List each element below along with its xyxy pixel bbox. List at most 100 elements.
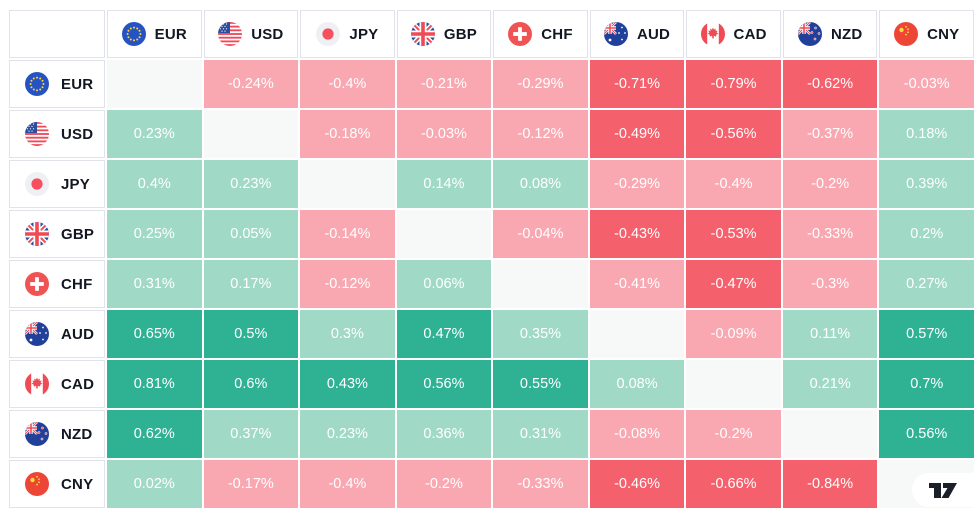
cell-value: 0.43% [326, 376, 368, 392]
cell-CAD-NZD[interactable]: 0.21% [782, 360, 878, 408]
cell-NZD-CHF[interactable]: 0.31% [493, 410, 588, 458]
row-header-GBP[interactable]: GBP [9, 210, 105, 258]
cell-CNY-CHF[interactable]: -0.33% [493, 460, 588, 508]
column-header-AUD[interactable]: AUD [589, 10, 685, 58]
row-header-NZD[interactable]: NZD [9, 410, 105, 458]
row-header-EUR[interactable]: EUR [9, 60, 105, 108]
row-header-USD[interactable]: USD [9, 110, 105, 158]
cell-AUD-GBP[interactable]: 0.47% [396, 310, 492, 358]
cell-USD-NZD[interactable]: -0.37% [782, 110, 878, 158]
cell-EUR-JPY[interactable]: -0.4% [300, 60, 395, 108]
cell-AUD-CNY[interactable]: 0.57% [879, 310, 974, 358]
cell-NZD-EUR[interactable]: 0.62% [107, 410, 202, 458]
row-header-AUD[interactable]: AUD [9, 310, 105, 358]
tradingview-logo[interactable] [912, 473, 974, 507]
cell-GBP-USD[interactable]: 0.05% [203, 210, 299, 258]
cell-GBP-CAD[interactable]: -0.53% [686, 210, 781, 258]
cell-CNY-AUD[interactable]: -0.46% [589, 460, 685, 508]
cell-value: 0.35% [519, 326, 562, 342]
column-header-EUR[interactable]: EUR [107, 10, 202, 58]
cell-GBP-AUD[interactable]: -0.43% [589, 210, 685, 258]
row-header-CAD[interactable]: CAD [9, 360, 105, 408]
cell-AUD-EUR[interactable]: 0.65% [107, 310, 202, 358]
cell-value: 0.7% [910, 376, 944, 392]
cell-CHF-CAD[interactable]: -0.47% [686, 260, 781, 308]
column-header-GBP[interactable]: GBP [396, 10, 492, 58]
cell-JPY-EUR[interactable]: 0.4% [107, 160, 202, 208]
column-header-NZD[interactable]: NZD [782, 10, 878, 58]
cell-CAD-EUR[interactable]: 0.81% [107, 360, 202, 408]
cell-EUR-CHF[interactable]: -0.29% [493, 60, 588, 108]
row-header-CHF[interactable]: CHF [9, 260, 105, 308]
cell-NZD-CAD[interactable]: -0.2% [686, 410, 781, 458]
column-header-JPY[interactable]: JPY [300, 10, 395, 58]
cell-GBP-CHF[interactable]: -0.04% [493, 210, 588, 258]
cell-GBP-CNY[interactable]: 0.2% [879, 210, 974, 258]
cell-EUR-CAD[interactable]: -0.79% [686, 60, 781, 108]
cell-JPY-NZD[interactable]: -0.2% [782, 160, 878, 208]
cell-AUD-JPY[interactable]: 0.3% [300, 310, 395, 358]
cell-JPY-CHF[interactable]: 0.08% [493, 160, 588, 208]
cell-value: 0.11% [810, 326, 851, 342]
column-header-CAD[interactable]: CAD [686, 10, 781, 58]
cell-NZD-JPY[interactable]: 0.23% [300, 410, 395, 458]
cell-GBP-EUR[interactable]: 0.25% [107, 210, 202, 258]
cell-CAD-JPY[interactable]: 0.43% [300, 360, 395, 408]
cell-CNY-CAD[interactable]: -0.66% [686, 460, 781, 508]
cell-CNY-USD[interactable]: -0.17% [203, 460, 299, 508]
cell-AUD-USD[interactable]: 0.5% [203, 310, 299, 358]
cell-JPY-CAD[interactable]: -0.4% [686, 160, 781, 208]
row-header-JPY[interactable]: JPY [9, 160, 105, 208]
cell-EUR-NZD[interactable]: -0.62% [782, 60, 878, 108]
cell-JPY-USD[interactable]: 0.23% [203, 160, 299, 208]
cell-NZD-AUD[interactable]: -0.08% [589, 410, 685, 458]
cell-USD-CAD[interactable]: -0.56% [686, 110, 781, 158]
cell-CAD-CNY[interactable]: 0.7% [879, 360, 974, 408]
cell-value: -0.2% [714, 426, 753, 442]
cell-value: 0.2% [910, 226, 944, 242]
cell-CHF-USD[interactable]: 0.17% [203, 260, 299, 308]
cell-USD-CHF[interactable]: -0.12% [493, 110, 588, 158]
cell-CHF-GBP[interactable]: 0.06% [396, 260, 492, 308]
cell-CNY-NZD[interactable]: -0.84% [782, 460, 878, 508]
cell-CHF-NZD[interactable]: -0.3% [782, 260, 878, 308]
column-header-CHF[interactable]: CHF [493, 10, 588, 58]
cell-USD-JPY[interactable]: -0.18% [300, 110, 395, 158]
cell-GBP-JPY[interactable]: -0.14% [300, 210, 395, 258]
cell-JPY-CNY[interactable]: 0.39% [879, 160, 974, 208]
cell-CNY-EUR[interactable]: 0.02% [107, 460, 202, 508]
cell-USD-EUR[interactable]: 0.23% [107, 110, 202, 158]
cell-CHF-JPY[interactable]: -0.12% [300, 260, 395, 308]
cell-JPY-GBP[interactable]: 0.14% [396, 160, 492, 208]
cell-CAD-USD[interactable]: 0.6% [203, 360, 299, 408]
row-header-CNY[interactable]: CNY [9, 460, 105, 508]
cell-CAD-CHF[interactable]: 0.55% [493, 360, 588, 408]
cell-value: -0.49% [614, 126, 661, 142]
column-header-CNY[interactable]: CNY [879, 10, 974, 58]
cell-NZD-GBP[interactable]: 0.36% [396, 410, 492, 458]
cell-AUD-NZD[interactable]: 0.11% [782, 310, 878, 358]
cell-GBP-NZD[interactable]: -0.33% [782, 210, 878, 258]
cell-NZD-USD[interactable]: 0.37% [203, 410, 299, 458]
cell-CAD-GBP[interactable]: 0.56% [396, 360, 492, 408]
cell-EUR-CNY[interactable]: -0.03% [879, 60, 974, 108]
cell-AUD-CAD[interactable]: -0.09% [686, 310, 781, 358]
cell-AUD-CHF[interactable]: 0.35% [493, 310, 588, 358]
cell-value: -0.37% [807, 126, 854, 142]
cell-CNY-GBP[interactable]: -0.2% [396, 460, 492, 508]
cell-CHF-CNY[interactable]: 0.27% [879, 260, 974, 308]
cell-USD-AUD[interactable]: -0.49% [589, 110, 685, 158]
cell-USD-CNY[interactable]: 0.18% [879, 110, 974, 158]
cell-NZD-CNY[interactable]: 0.56% [879, 410, 974, 458]
cell-CNY-JPY[interactable]: -0.4% [300, 460, 395, 508]
cell-EUR-GBP[interactable]: -0.21% [396, 60, 492, 108]
cell-EUR-AUD[interactable]: -0.71% [589, 60, 685, 108]
cell-JPY-AUD[interactable]: -0.29% [589, 160, 685, 208]
cell-USD-GBP[interactable]: -0.03% [396, 110, 492, 158]
cell-CHF-AUD[interactable]: -0.41% [589, 260, 685, 308]
cell-EUR-USD[interactable]: -0.24% [203, 60, 299, 108]
column-header-USD[interactable]: USD [203, 10, 299, 58]
cell-CHF-EUR[interactable]: 0.31% [107, 260, 202, 308]
cell-CAD-AUD[interactable]: 0.08% [589, 360, 685, 408]
cell-value: 0.36% [423, 426, 465, 442]
